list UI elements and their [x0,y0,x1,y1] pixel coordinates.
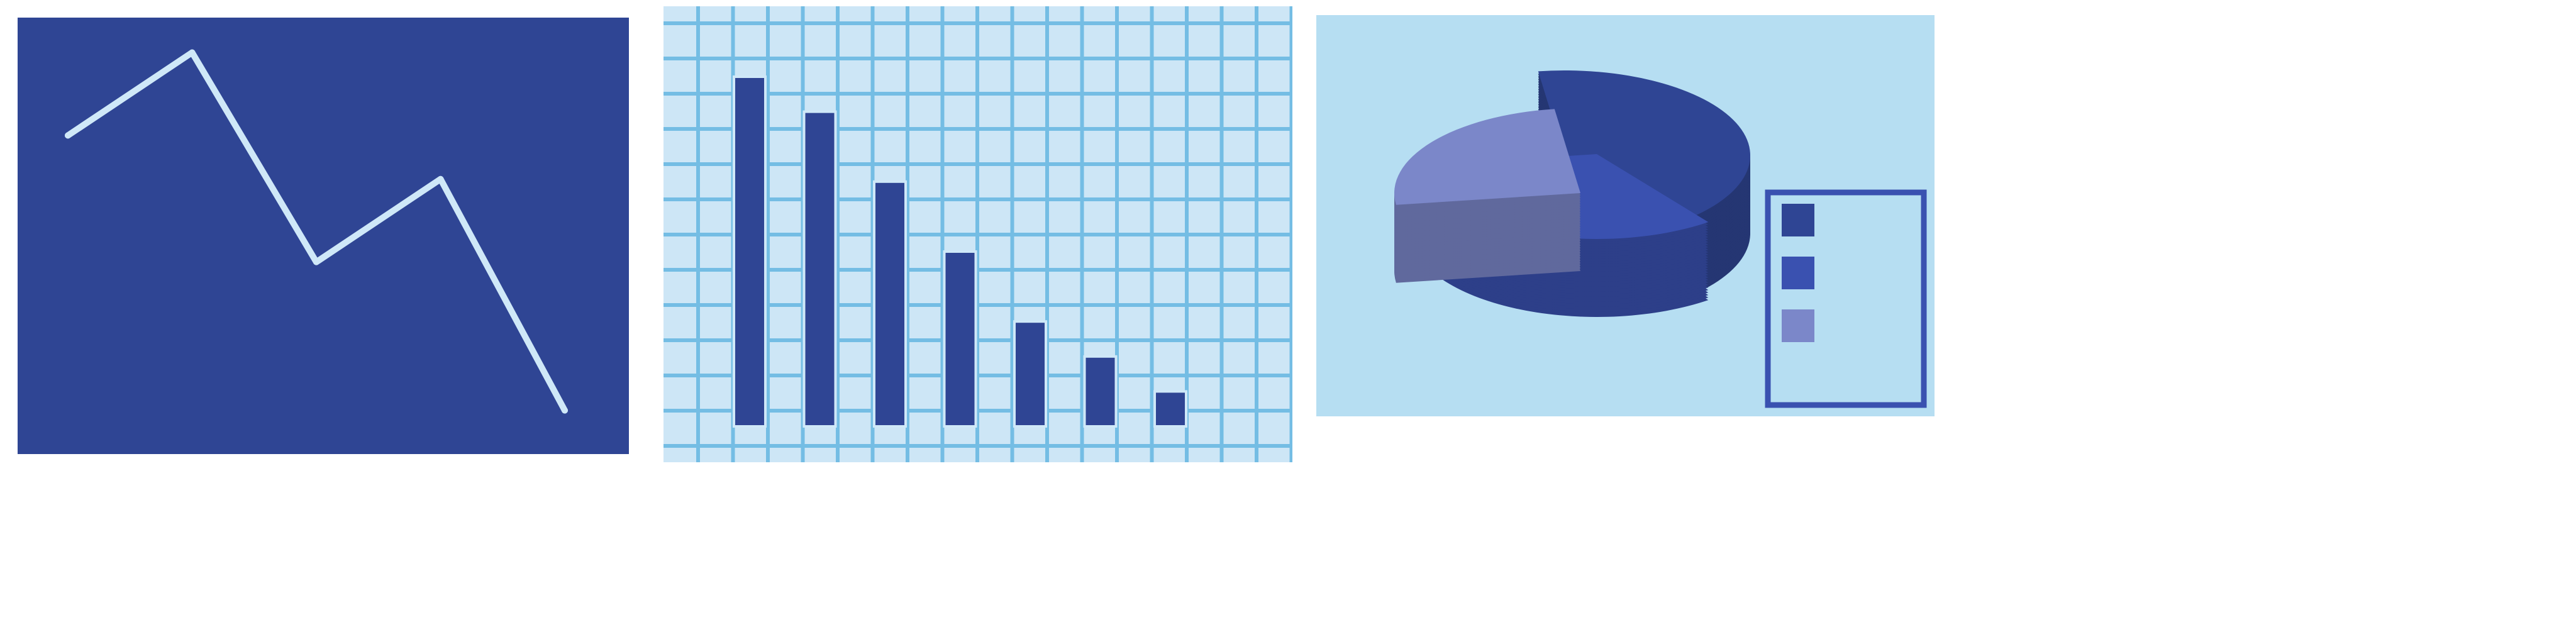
line-chart-canvas [18,18,629,454]
line-point [65,132,71,139]
bar [1013,320,1047,428]
bar [1153,390,1187,428]
bar [873,180,907,428]
pie-legend-frame [1765,189,1927,408]
line-chart-background [18,18,629,454]
line-point [313,258,319,265]
pie-chart-canvas [1316,15,1935,416]
line-point [189,49,196,56]
bar [733,75,767,428]
pie-slice-top [1538,70,1750,224]
pie-slice [1394,109,1580,283]
bar [1083,355,1118,428]
bar-chart-canvas [663,6,1292,462]
pie-legend-swatch [1782,204,1814,236]
line-point [437,175,444,182]
bar-chart [663,6,1292,462]
pie-slice-top [1394,109,1580,205]
pie-legend [1765,189,1927,408]
line-chart [18,18,629,454]
bar [943,250,977,428]
line-point [562,407,568,414]
pie-chart [1316,15,1935,416]
pie-legend-swatch [1782,309,1814,342]
pie-legend-swatch [1782,257,1814,289]
bar [802,110,837,428]
